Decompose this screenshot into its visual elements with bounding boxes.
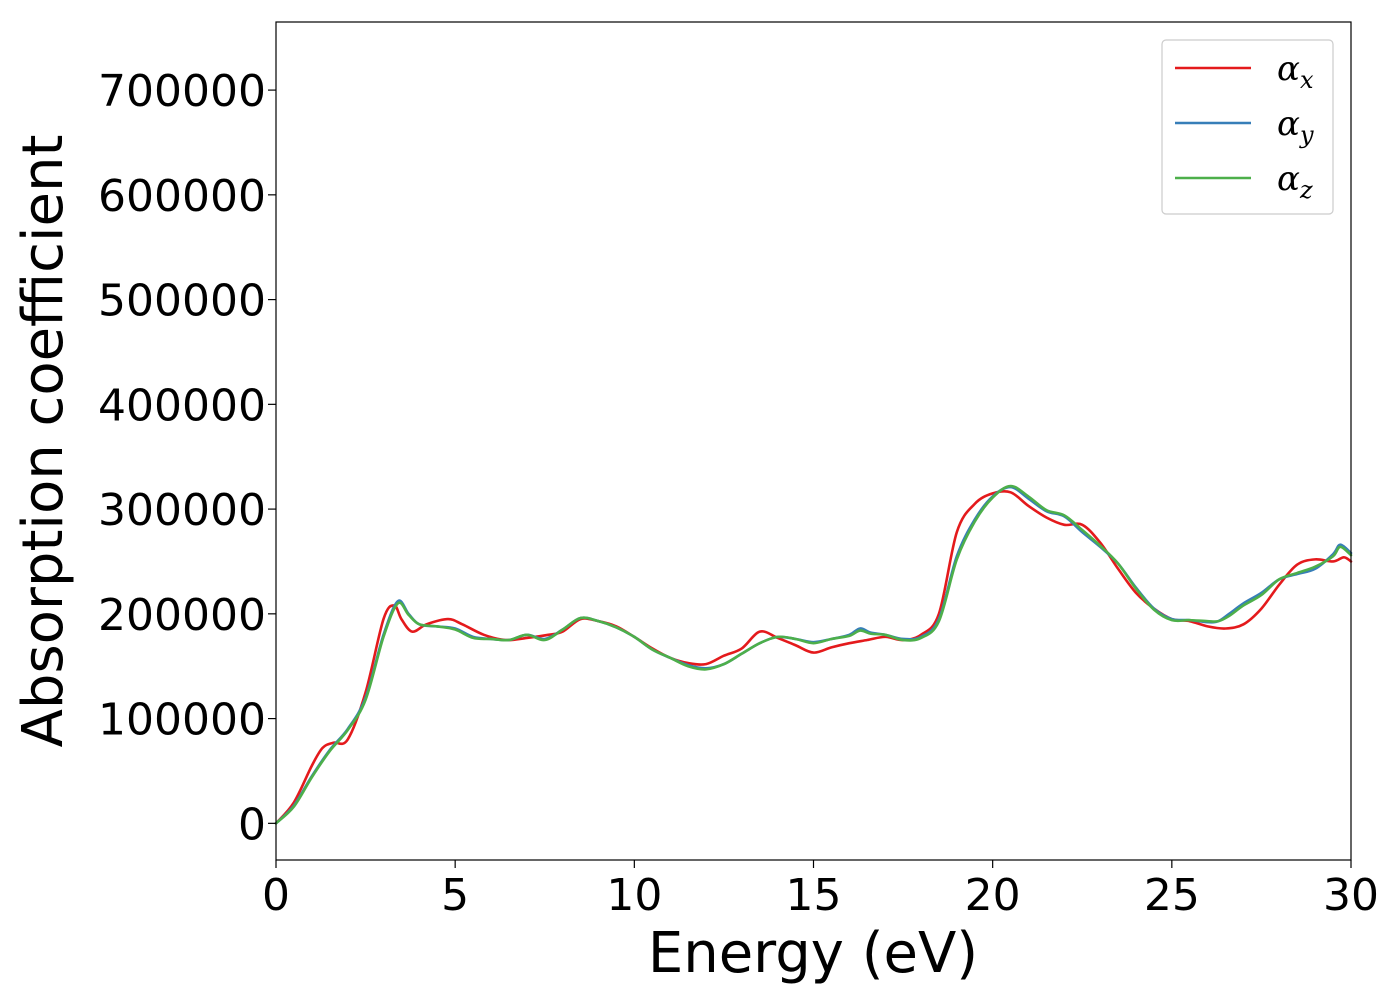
- x-tick-label: 10: [606, 870, 662, 921]
- y-tick-label: 100000: [98, 695, 266, 746]
- y-tick-label: 200000: [98, 590, 266, 641]
- x-tick-label: 20: [965, 870, 1021, 921]
- x-tick-label: 5: [441, 870, 469, 921]
- y-tick-label: 700000: [98, 66, 266, 117]
- y-tick-label: 400000: [98, 380, 266, 431]
- legend-box: [1161, 39, 1334, 215]
- x-tick-label: 0: [262, 870, 290, 921]
- x-axis-title: Energy (eV): [648, 921, 978, 986]
- x-tick-label: 30: [1323, 870, 1379, 921]
- x-tick-label: 15: [786, 870, 842, 921]
- y-tick-label: 0: [238, 799, 266, 850]
- series-layer: [274, 484, 1353, 825]
- x-axis: 0 5 10 15 20 25 30: [262, 860, 1379, 921]
- y-tick-label: 600000: [98, 171, 266, 222]
- series-line-alpha-z: [274, 484, 1353, 825]
- y-tick-label: 300000: [98, 485, 266, 536]
- y-axis-title: Absorption coefficient: [11, 135, 76, 748]
- x-tick-label: 25: [1144, 870, 1200, 921]
- y-tick-label: 500000: [98, 276, 266, 327]
- y-axis: 0 100000 200000 300000 400000 500000 600000 700…: [98, 66, 276, 850]
